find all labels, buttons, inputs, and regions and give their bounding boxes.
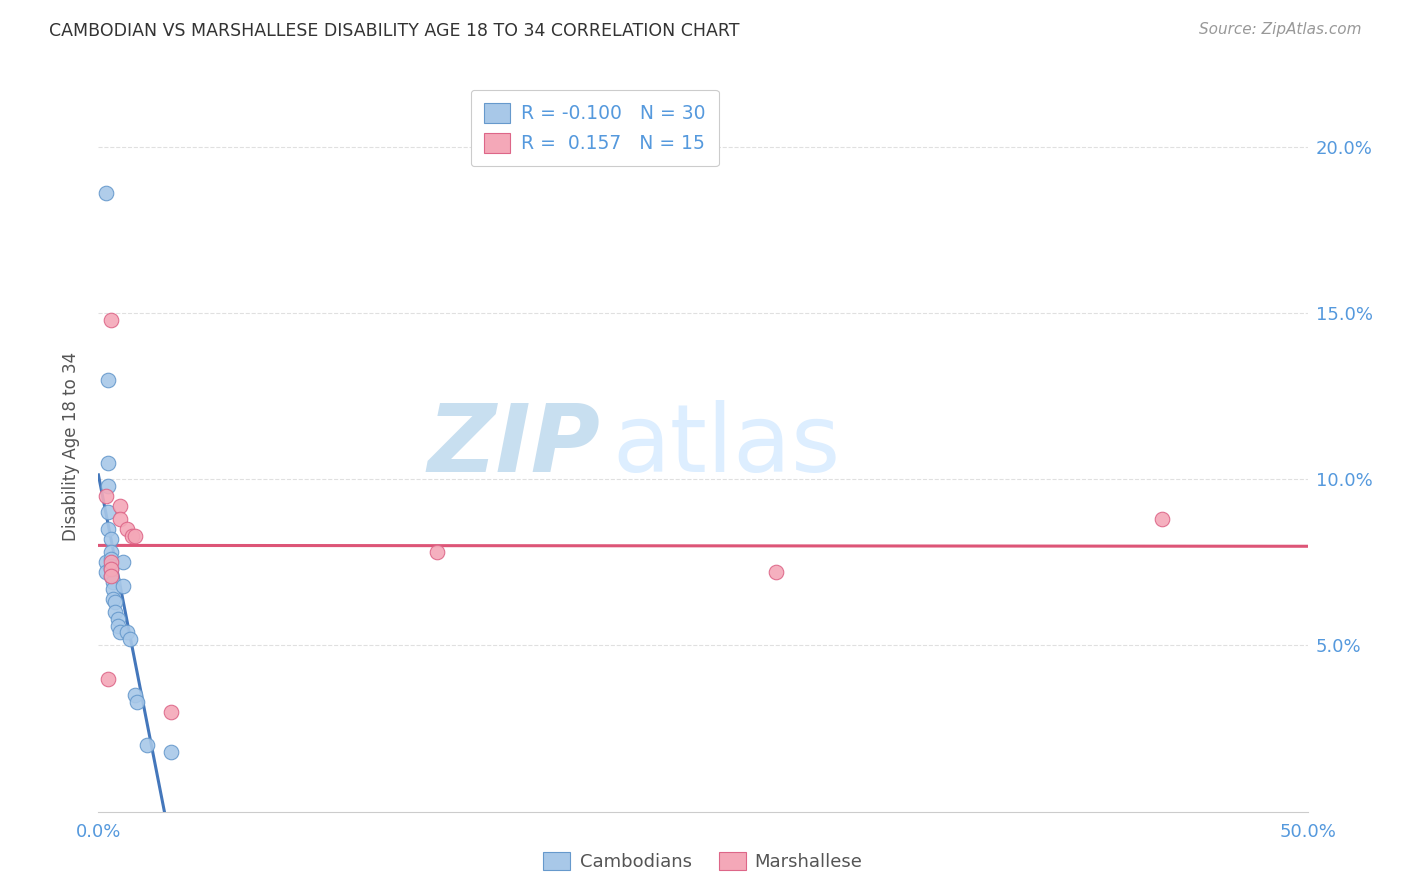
Point (117, 522, 139, 536)
Point (101, 575, 124, 590)
Point (97, 506, 120, 520)
Point (100, 532, 122, 546)
Point (100, 562, 122, 576)
Point (135, 738, 157, 752)
Point (108, 625, 131, 640)
Point (100, 562, 122, 576)
Point (100, 545, 122, 559)
Point (765, 566, 787, 580)
Point (100, 312, 122, 326)
Point (97, 672, 120, 686)
Point (127, 695, 149, 709)
Point (111, 579, 134, 593)
Point (100, 555, 122, 569)
Text: Source: ZipAtlas.com: Source: ZipAtlas.com (1198, 22, 1361, 37)
Point (97, 456, 120, 470)
Point (94, 186, 117, 201)
Point (101, 582, 124, 596)
Point (124, 689, 146, 703)
Legend: Cambodians, Marshallese: Cambodians, Marshallese (536, 846, 870, 879)
Point (108, 512, 131, 526)
Text: CAMBODIAN VS MARSHALLESE DISABILITY AGE 18 TO 34 CORRELATION CHART: CAMBODIAN VS MARSHALLESE DISABILITY AGE … (49, 22, 740, 40)
Point (426, 545, 449, 559)
Point (94, 566, 117, 580)
Point (108, 499, 131, 513)
Point (124, 529, 146, 543)
Point (104, 595, 127, 609)
Point (118, 632, 141, 646)
Point (97, 479, 120, 493)
Text: atlas: atlas (613, 400, 841, 492)
Point (160, 745, 183, 759)
Point (111, 555, 134, 569)
Point (100, 552, 122, 566)
Point (100, 568, 122, 582)
Point (160, 705, 183, 719)
Legend: R = -0.100   N = 30, R =  0.157   N = 15: R = -0.100 N = 30, R = 0.157 N = 15 (471, 90, 718, 166)
Point (1152, 512, 1174, 526)
Text: ZIP: ZIP (427, 400, 600, 492)
Point (100, 568, 122, 582)
Point (107, 618, 129, 632)
Point (94, 555, 117, 569)
Point (117, 625, 139, 640)
Point (121, 529, 143, 543)
Point (97, 522, 120, 536)
Point (107, 612, 129, 626)
Point (101, 591, 124, 606)
Point (100, 558, 122, 573)
Point (104, 605, 127, 619)
Point (94, 489, 117, 503)
Point (97, 372, 120, 386)
Y-axis label: Disability Age 18 to 34: Disability Age 18 to 34 (62, 351, 80, 541)
